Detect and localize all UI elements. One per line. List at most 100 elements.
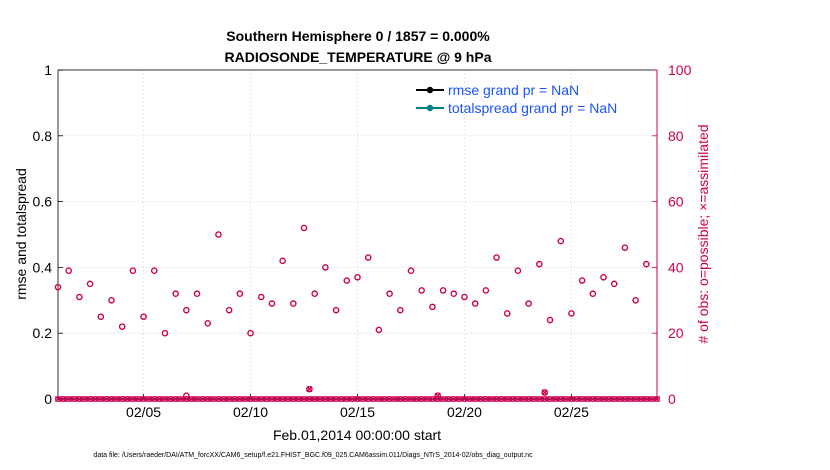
assimilated-obs-zero-point (140, 395, 147, 403)
assimilated-obs-zero-point (653, 395, 661, 403)
tick-label-left: 0.6 (33, 194, 53, 210)
possible-obs-point (386, 290, 393, 298)
assimilated-obs-zero-point (498, 395, 505, 403)
possible-obs-point (557, 237, 565, 245)
possible-obs-point (65, 267, 72, 274)
assimilated-obs-zero-point (632, 395, 639, 403)
assimilated-obs-zero-point (466, 395, 473, 403)
assimilated-obs-zero-point (589, 395, 596, 403)
assimilated-obs-zero-point (402, 395, 409, 403)
possible-obs-point (306, 385, 313, 393)
possible-obs-point (204, 320, 212, 327)
possible-obs-point (311, 290, 319, 298)
assimilated-obs-zero-point (573, 395, 580, 403)
assimilated-obs-zero-point (637, 395, 644, 403)
assimilated-obs-zero-point (247, 395, 254, 403)
possible-obs-point (632, 296, 639, 304)
assimilated-obs-zero-point (343, 395, 350, 403)
assimilated-obs-zero-point (295, 395, 302, 403)
assimilated-obs-zero-point (595, 395, 602, 403)
assimilated-obs-zero-point (424, 395, 431, 403)
legend-marker-totalspread (426, 104, 434, 112)
assimilated-obs-zero-point (354, 395, 361, 403)
legend-marker-rmse (426, 86, 434, 94)
assimilated-obs-zero-point (119, 395, 126, 403)
legend: rmse grand pr = NaN totalspread grand pr… (416, 82, 617, 116)
tick-label-x: 02/20 (447, 404, 482, 420)
assimilated-obs-zero-point (493, 395, 500, 403)
possible-obs-point (514, 267, 522, 274)
assimilated-obs-zero-point (456, 395, 463, 403)
possible-obs-point (643, 260, 650, 268)
assimilated-obs-zero-point (151, 395, 158, 403)
assimilated-obs-zero-point (450, 395, 457, 403)
assimilated-obs-zero-point (268, 395, 275, 403)
assimilated-obs-zero-point (568, 395, 575, 403)
possible-obs-point (471, 300, 479, 307)
assimilated-obs-zero-point (413, 395, 420, 403)
assimilated-obs-zero-point (258, 395, 265, 403)
assimilated-obs-zero-point (284, 395, 291, 403)
x-axis-label: Feb.01,2014 00:00:00 start (273, 427, 441, 443)
assimilated-obs-zero-point (274, 395, 281, 403)
assimilated-obs-zero-point (627, 395, 634, 403)
assimilated-obs-zero-point (65, 395, 72, 403)
possible-obs-point (541, 389, 548, 396)
possible-obs-point (434, 392, 442, 400)
assimilated-obs-zero-point (429, 395, 436, 403)
assimilated-obs-zero-point (210, 395, 217, 403)
tick-label-left: 1 (44, 62, 52, 78)
possible-obs-point (621, 244, 629, 251)
assimilated-obs-zero-point (509, 395, 516, 403)
possible-obs-point (140, 313, 147, 321)
assimilated-obs-zero-point (547, 395, 554, 403)
tick-label-x: 02/05 (126, 404, 161, 420)
tick-label-right: 80 (668, 128, 684, 144)
assimilated-obs-zero-point (242, 395, 249, 403)
assimilated-obs-zero-point (611, 395, 618, 403)
assimilated-obs-zero-point (530, 395, 538, 403)
assimilated-obs-zero-point (397, 395, 404, 403)
gridlines (58, 70, 657, 399)
assimilated-obs-zero-point (563, 395, 570, 403)
possible-obs-point (225, 306, 233, 314)
possible-obs-point (450, 290, 458, 298)
assimilated-obs-zero-point (172, 395, 179, 403)
assimilated-obs-zero-point (327, 395, 334, 403)
assimilated-obs-zero-point (71, 395, 78, 403)
assimilated-obs-zero-point (514, 395, 521, 403)
assimilated-obs-zero-point (311, 395, 318, 403)
assimilated-obs-zero-point (113, 395, 120, 403)
possible-obs-point (236, 290, 244, 298)
assimilated-obs-zero-point (177, 395, 185, 403)
tick-label-x: 02/15 (340, 404, 375, 420)
footer-data-file: data file: /Users/raeder/DAI/ATM_forcXX/… (93, 452, 533, 459)
assimilated-obs-zero-point (557, 395, 564, 403)
assimilated-obs-zero-point (129, 395, 136, 403)
assimilated-obs-zero-point (188, 395, 195, 403)
possible-obs-point (183, 392, 190, 400)
possible-obs-point (364, 254, 372, 261)
assimilated-obs-zero-point (54, 395, 62, 403)
possible-obs-point (546, 316, 554, 324)
assimilated-obs-zero-point (418, 395, 425, 403)
assimilated-obs-zero-point (87, 395, 94, 403)
assimilated-obs-zero-point (220, 395, 227, 403)
possible-obs-point (279, 257, 286, 265)
possible-obs-point (536, 260, 543, 268)
assimilated-obs-zero-point (204, 395, 211, 403)
possible-obs-point (215, 231, 222, 238)
assimilated-obs-zero-point (536, 395, 543, 403)
tick-label-left: 0.2 (33, 325, 53, 341)
assimilated-obs-zero-point (370, 395, 377, 403)
possible-obs-point (461, 293, 468, 301)
possible-obs-point (54, 283, 62, 291)
possible-obs-point (332, 306, 340, 314)
assimilated-obs-zero-point (81, 395, 88, 403)
assimilated-obs-zero-point (605, 395, 612, 403)
assimilated-obs-zero-point (263, 395, 270, 403)
assimilated-obs-zero-point (407, 395, 415, 403)
possible-obs-point (257, 293, 265, 301)
possible-obs-point (439, 287, 447, 294)
assimilated-obs-zero-point (290, 395, 297, 403)
